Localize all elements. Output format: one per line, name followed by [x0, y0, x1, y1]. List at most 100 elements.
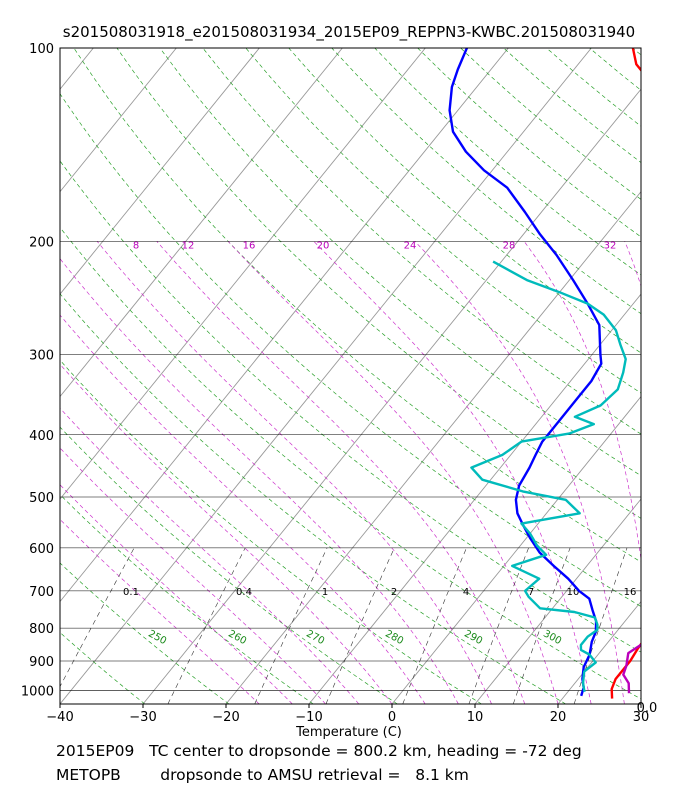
isotherm-line — [474, 498, 641, 704]
moist-adiabat-line — [60, 484, 293, 704]
dry-adiabat-line — [159, 48, 641, 477]
moist-adiabat-line — [523, 241, 641, 562]
dry-adiabat-line — [60, 226, 641, 700]
corner-label: 0.0 — [637, 701, 658, 716]
temperature-profile — [610, 48, 641, 699]
dry-adiabat-line — [245, 48, 641, 394]
pressure-tick-label: 300 — [29, 348, 54, 363]
theta-e-label: 28 — [503, 240, 516, 251]
plot-frame — [59, 47, 642, 705]
mixing-ratio-line — [468, 547, 529, 704]
mixing-ratio-label: 0.4 — [236, 587, 252, 598]
dry-adiabat-line — [60, 494, 314, 704]
theta-e-label: 20 — [317, 240, 330, 251]
dry-adiabat-line — [503, 48, 641, 163]
isotherm-line — [60, 48, 509, 603]
temperature-tick-label: −10 — [295, 710, 322, 725]
mixing-ratio-line — [167, 547, 246, 704]
moist-adiabat-line — [624, 241, 641, 288]
isotherm-line — [60, 48, 177, 193]
dry-adiabat-line — [675, 48, 700, 704]
dry-adiabat-line — [73, 48, 641, 563]
isotherm-line — [225, 190, 641, 704]
isotherm-line — [60, 48, 592, 704]
amsu_dewpoint-profile — [470, 260, 627, 693]
moist-adiabat-line — [60, 363, 393, 704]
mixing-ratio-label: 2 — [391, 587, 397, 598]
mixing-ratio-line — [325, 547, 395, 704]
temperature-tick-label: −30 — [129, 710, 156, 725]
dry-adiabat-line — [60, 359, 482, 704]
mixing-ratio-line — [402, 547, 467, 704]
theta-label: 270 — [304, 628, 326, 647]
dry-adiabat-line — [60, 702, 61, 704]
theta-label: 290 — [462, 628, 484, 647]
temperature-tick-labels: −40 −30 −20 −10 0 10 20 30 — [46, 704, 649, 725]
dry-adiabat-line — [417, 48, 641, 238]
moist-adiabat-line — [96, 241, 492, 704]
pressure-tick-label: 1000 — [21, 684, 54, 699]
moist-adiabat-line — [414, 241, 625, 704]
theta-e-label: 8 — [133, 240, 139, 251]
moist-adiabat-line — [60, 407, 360, 704]
theta-e-label: 32 — [604, 240, 617, 251]
pressure-tick-label: 400 — [29, 429, 54, 444]
mixing-ratio-line — [512, 547, 571, 704]
theta-e-label: 12 — [182, 240, 195, 251]
mixing-ratio-label: 1 — [322, 587, 328, 598]
theta-e-label: 16 — [243, 240, 256, 251]
pressure-tick-label: 500 — [29, 491, 54, 506]
moist-adiabat-line — [156, 241, 526, 704]
mixing-ratio-line — [573, 547, 628, 704]
isotherm-line — [0, 48, 10, 704]
isotherm-line — [391, 395, 641, 704]
theta-label: 280 — [383, 628, 405, 647]
mixing-ratio-label: 7 — [528, 587, 534, 598]
dry-adiabat-line — [632, 48, 641, 56]
isotherm-line — [60, 48, 343, 398]
isotherm-line — [60, 48, 426, 500]
dry-adiabat-line — [331, 48, 641, 315]
moist-adiabat-line — [227, 241, 559, 704]
pressure-tick-label: 800 — [29, 622, 54, 637]
mixing-ratio-label: 4 — [463, 587, 469, 598]
dry-adiabat-line — [460, 48, 641, 200]
mixing-ratio-label: 16 — [624, 587, 637, 598]
theta-e-label: 24 — [404, 240, 417, 251]
dry-adiabat-line — [60, 93, 641, 607]
chart-title: s201508031918_e201508031934_2015EP09_REP… — [63, 23, 635, 42]
moist-adiabat-line — [313, 241, 592, 704]
pressure-tick-label: 700 — [29, 585, 54, 600]
dry-adiabat-line — [60, 293, 566, 704]
theta-label: 300 — [541, 628, 563, 647]
temperature-tick-label: −40 — [46, 710, 73, 725]
temperature-tick-label: −20 — [212, 710, 239, 725]
isotherm-line — [640, 703, 641, 704]
sounding-series — [448, 48, 641, 699]
dry-adiabat-line — [202, 48, 641, 435]
pressure-tick-labels: 100 200 300 400 500 600 700 800 900 1000 — [21, 42, 54, 699]
pressure-tick-label: 900 — [29, 655, 54, 670]
moist-adiabat-line — [60, 447, 326, 704]
x-axis-label: Temperature (C) — [295, 725, 402, 740]
pressure-tick-label: 200 — [29, 235, 54, 250]
mixing-ratio-label: 10 — [567, 587, 580, 598]
dry-adiabat-line — [60, 426, 398, 704]
temperature-tick-label: 20 — [550, 710, 567, 725]
pressure-tick-label: 600 — [29, 542, 54, 557]
temperature-tick-label: 10 — [467, 710, 484, 725]
dry-adiabat-line — [60, 632, 146, 704]
pressure-tick-label: 100 — [29, 42, 54, 57]
moist-adiabat-line — [60, 314, 426, 704]
isotherm-line — [557, 600, 641, 704]
mixing-ratio-line — [60, 547, 135, 688]
dry-adiabat-line — [60, 160, 641, 653]
footer-distance-line: 2015EP09 TC center to dropsonde = 800.2 … — [56, 742, 582, 760]
dry-adiabat-line — [288, 48, 641, 354]
dry-adiabat-line — [589, 48, 641, 91]
dewpoint-profile — [448, 48, 603, 697]
temperature-tick-label: 30 — [633, 710, 650, 725]
amsu_temperature-profile — [622, 643, 641, 694]
